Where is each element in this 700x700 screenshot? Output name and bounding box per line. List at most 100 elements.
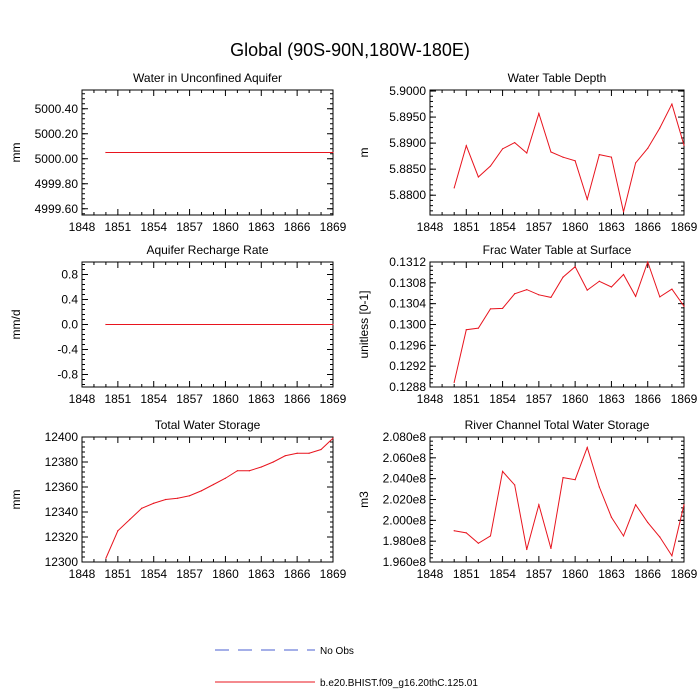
- x-tick-label: 1851: [453, 567, 480, 581]
- y-tick-label: 12340: [45, 505, 79, 519]
- data-point: [465, 145, 467, 147]
- x-tick-label: 1866: [284, 567, 311, 581]
- data-point: [526, 289, 528, 291]
- plot-frame: [429, 261, 685, 388]
- data-point: [598, 153, 600, 156]
- data-point: [598, 280, 600, 282]
- data-point: [320, 448, 322, 451]
- data-point: [501, 148, 504, 150]
- y-axis-label: mm/d: [9, 310, 23, 340]
- y-tick-label: 0.1308: [389, 276, 426, 290]
- y-axis-label: m3: [357, 491, 371, 508]
- y-tick-label: 0.1296: [389, 338, 426, 352]
- data-point: [248, 470, 250, 472]
- data-point: [105, 151, 107, 154]
- x-tick-label: 1851: [453, 220, 480, 234]
- data-point: [453, 381, 455, 383]
- data-point: [165, 498, 167, 501]
- data-point: [610, 156, 613, 158]
- x-tick-label: 1866: [284, 392, 311, 406]
- series-line-1: [105, 437, 334, 559]
- y-tick-label: 0.8: [61, 268, 78, 282]
- data-point: [224, 477, 227, 479]
- panel-title: Aquifer Recharge Rate: [146, 243, 268, 257]
- data-point: [659, 536, 661, 538]
- y-tick-label: 12320: [45, 530, 79, 544]
- y-tick-label: 5.9000: [389, 84, 426, 98]
- y-tick-label: 1.960e8: [383, 555, 427, 569]
- y-tick-label: 5.8950: [389, 110, 426, 124]
- y-tick-label: 2.000e8: [383, 513, 427, 527]
- y-axis-label: mm: [9, 490, 23, 510]
- data-point: [260, 466, 262, 468]
- y-tick-label: 2.080e8: [383, 430, 427, 444]
- y-tick-label: 2.060e8: [383, 451, 427, 465]
- data-point: [489, 165, 492, 167]
- data-point: [622, 211, 625, 213]
- panel-title: Total Water Storage: [155, 418, 261, 432]
- x-tick-label: 1863: [598, 392, 625, 406]
- x-tick-label: 1860: [562, 567, 589, 581]
- data-point: [212, 483, 215, 486]
- y-tick-label: -0.8: [57, 368, 78, 382]
- data-point: [526, 152, 528, 154]
- x-tick-label: 1848: [69, 567, 96, 581]
- chart-panel-3: Aquifer Recharge Rate mm/d 1848 1851 1854 185…: [9, 243, 347, 406]
- data-point: [200, 490, 203, 492]
- y-axis-label: m: [357, 148, 371, 158]
- x-tick-label: 1863: [248, 220, 275, 234]
- data-point: [635, 162, 637, 164]
- data-point: [465, 329, 467, 331]
- legend: No Obs b.e20.BHIST.f09_g16.20thC.125.01: [215, 646, 478, 689]
- x-tick-label: 1863: [248, 392, 275, 406]
- data-point: [141, 507, 143, 509]
- data-point: [586, 289, 588, 291]
- x-tick-label: 1860: [562, 220, 589, 234]
- x-tick-label: 1848: [69, 220, 96, 234]
- x-tick-label: 1854: [489, 392, 516, 406]
- series-line-1: [454, 445, 685, 558]
- data-point: [177, 497, 179, 499]
- data-point: [683, 305, 685, 307]
- legend-label-model: b.e20.BHIST.f09_g16.20thC.125.01: [320, 678, 478, 689]
- data-point: [188, 495, 191, 497]
- x-tick-label: 1848: [417, 220, 444, 234]
- x-tick-label: 1860: [212, 567, 239, 581]
- data-point: [622, 535, 625, 537]
- x-tick-label: 1857: [176, 392, 203, 406]
- y-tick-label: 5.8850: [389, 162, 426, 176]
- data-point: [514, 293, 516, 295]
- data-point: [683, 504, 685, 506]
- data-point: [647, 521, 649, 524]
- plot-frame: [81, 436, 334, 563]
- y-tick-label: 5000.00: [35, 152, 79, 166]
- chart-panel-2: Water Table Depth m 1848 1851 1854 1857 1860 18…: [357, 71, 698, 234]
- x-tick-label: 1860: [212, 220, 239, 234]
- data-point: [332, 437, 334, 439]
- data-point: [453, 187, 455, 189]
- x-tick-label: 1869: [671, 567, 698, 581]
- y-tick-label: 0.1292: [389, 359, 426, 373]
- x-tick-label: 1869: [671, 220, 698, 234]
- x-tick-label: 1851: [105, 567, 132, 581]
- y-tick-label: 0.1304: [389, 297, 426, 311]
- data-point: [308, 452, 310, 454]
- y-tick-label: 12400: [45, 430, 79, 444]
- x-tick-label: 1857: [526, 567, 553, 581]
- y-tick-label: 12380: [45, 455, 79, 469]
- x-tick-label: 1854: [140, 567, 167, 581]
- panel-title: River Channel Total Water Storage: [465, 418, 650, 432]
- data-point: [514, 142, 516, 144]
- data-point: [489, 308, 492, 310]
- data-point: [574, 160, 576, 162]
- x-tick-label: 1851: [453, 392, 480, 406]
- x-tick-label: 1848: [69, 392, 96, 406]
- x-tick-label: 1866: [634, 392, 661, 406]
- data-point: [538, 504, 540, 506]
- data-point: [117, 530, 119, 532]
- panel-title: Water Table Depth: [508, 71, 607, 85]
- x-tick-label: 1869: [320, 567, 347, 581]
- legend-label-no-obs: No Obs: [320, 646, 354, 657]
